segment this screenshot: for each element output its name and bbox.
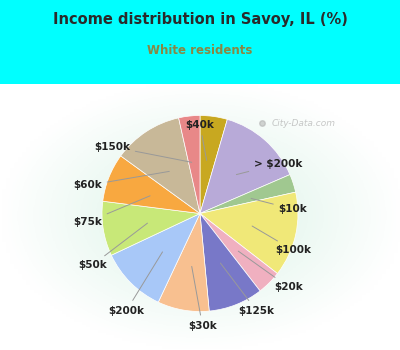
Text: $60k: $60k <box>73 172 169 190</box>
Wedge shape <box>179 116 200 214</box>
Text: $10k: $10k <box>251 198 308 214</box>
Text: $150k: $150k <box>94 142 192 162</box>
Wedge shape <box>200 214 260 311</box>
Text: $30k: $30k <box>188 266 217 331</box>
Wedge shape <box>121 118 200 214</box>
Text: $200k: $200k <box>108 252 162 315</box>
Wedge shape <box>200 119 290 214</box>
Text: $100k: $100k <box>252 226 311 255</box>
Text: Income distribution in Savoy, IL (%): Income distribution in Savoy, IL (%) <box>52 12 348 27</box>
Wedge shape <box>158 214 209 312</box>
Text: $125k: $125k <box>220 263 274 315</box>
Wedge shape <box>102 201 200 255</box>
Text: > $200k: > $200k <box>236 159 302 175</box>
Text: $75k: $75k <box>73 196 150 227</box>
Text: $50k: $50k <box>78 223 148 270</box>
Wedge shape <box>103 156 200 214</box>
Text: $40k: $40k <box>186 120 214 160</box>
Wedge shape <box>200 175 296 214</box>
Wedge shape <box>111 214 200 302</box>
Text: $20k: $20k <box>238 251 302 292</box>
Text: White residents: White residents <box>147 44 253 57</box>
Wedge shape <box>200 192 298 274</box>
Text: City-Data.com: City-Data.com <box>272 119 336 128</box>
Wedge shape <box>200 214 278 291</box>
Wedge shape <box>200 116 227 214</box>
